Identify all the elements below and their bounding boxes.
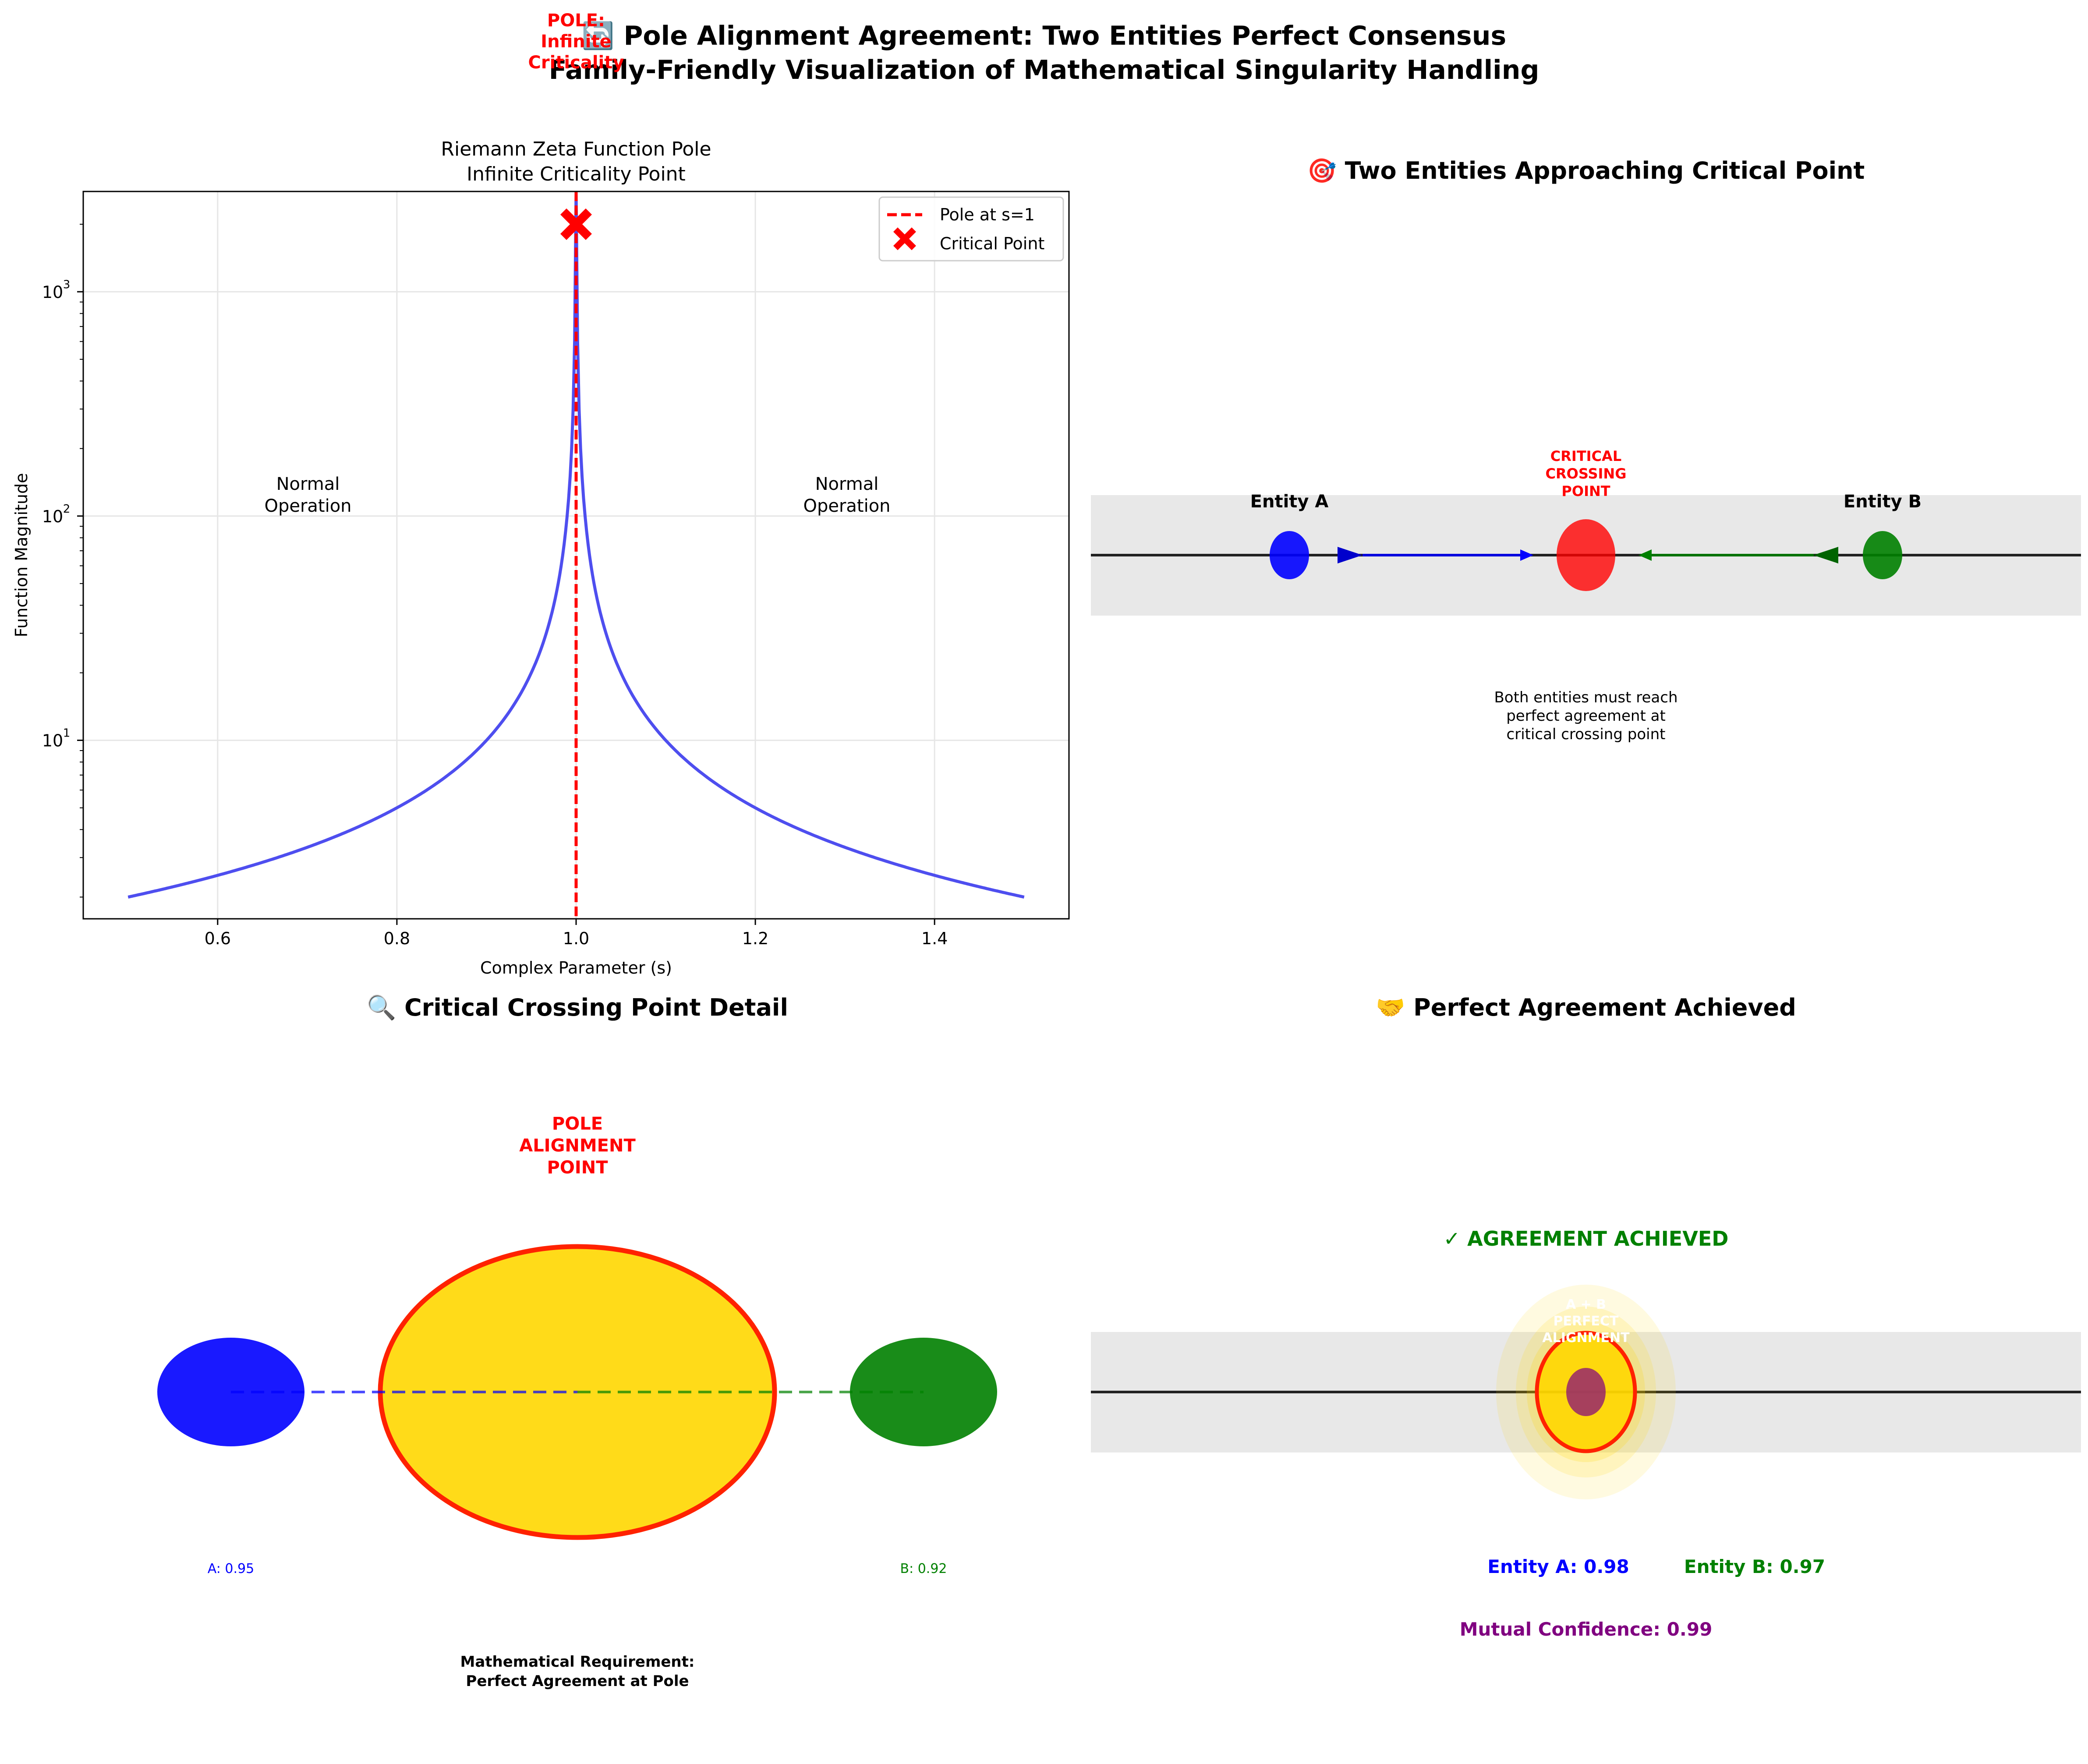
- critical-crossing-label-line1: CRITICAL: [1550, 448, 1621, 464]
- critical-crossing-label: CRITICAL CROSSING POINT: [1546, 448, 1627, 499]
- agreement-panel: 🤝 Perfect Agreement Achieved ✓ AGREEMENT…: [1091, 994, 2081, 1640]
- math-requirement-line1: Mathematical Requirement:: [460, 1653, 695, 1671]
- approach-note-line3: critical crossing point: [1507, 726, 1666, 743]
- approach-note: Both entities must reach perfect agreeme…: [1494, 689, 1677, 743]
- critical-point-marker: [560, 208, 592, 240]
- agreement-achieved-label: ✓ AGREEMENT ACHIEVED: [1444, 1227, 1729, 1250]
- detail-panel: 🔍 Critical Crossing Point Detail POLE AL…: [157, 992, 997, 1690]
- critical-crossing-label-line2: CROSSING: [1546, 465, 1627, 482]
- pole-label-line1: POLE:: [547, 11, 605, 31]
- pole-label-line3: Criticality: [528, 53, 624, 73]
- pole-alignment-label-line3: POINT: [547, 1158, 609, 1178]
- critical-crossing-label-line3: POINT: [1561, 483, 1610, 499]
- right-annotation-line2: Operation: [803, 496, 890, 516]
- entity-a-final-confidence: Entity A: 0.98: [1487, 1556, 1629, 1577]
- y-axis-label: Function Magnitude: [12, 473, 31, 637]
- legend-critical-label: Critical Point: [940, 234, 1044, 253]
- detail-b-confidence: B: 0.92: [900, 1561, 947, 1576]
- entity-b-label: Entity B: [1844, 492, 1922, 512]
- y-tick-exponent: 2: [63, 503, 71, 516]
- critical-crossing-marker: [1557, 519, 1615, 591]
- y-tick-label: 10: [42, 283, 63, 302]
- y-tick-label: 10: [42, 731, 63, 751]
- right-annotation: Normal Operation: [803, 474, 890, 516]
- approach-panel-title: 🎯 Two Entities Approaching Critical Poin…: [1307, 157, 1865, 184]
- approach-note-line1: Both entities must reach: [1494, 689, 1677, 706]
- merged-core: [1566, 1368, 1606, 1416]
- agreement-panel-title: 🤝 Perfect Agreement Achieved: [1376, 994, 1796, 1021]
- x-tick-label: 0.6: [205, 929, 231, 948]
- math-requirement-line2: Perfect Agreement at Pole: [466, 1672, 689, 1690]
- merged-label-line2: PERFECT: [1553, 1314, 1619, 1329]
- y-tick-label: 10: [42, 507, 63, 526]
- x-tick-label: 1.4: [921, 929, 948, 948]
- entity-a-label: Entity A: [1250, 492, 1329, 512]
- x-axis-label: Complex Parameter (s): [480, 958, 672, 978]
- pole-alignment-label: POLE ALIGNMENT POINT: [519, 1114, 636, 1178]
- merged-label-line1: A + B: [1566, 1297, 1606, 1312]
- x-tick-label: 1.2: [742, 929, 768, 948]
- approach-note-line2: perfect agreement at: [1506, 707, 1666, 725]
- legend-critical-swatch: [893, 227, 916, 250]
- figure-title: 🔄 Pole Alignment Agreement: Two Entities…: [549, 21, 1539, 85]
- entity-a-direction-arrow: [1338, 547, 1363, 563]
- y-tick-exponent: 3: [63, 278, 71, 291]
- detail-panel-title: 🔍 Critical Crossing Point Detail: [367, 992, 788, 1021]
- approach-panel: 🎯 Two Entities Approaching Critical Poin…: [1091, 157, 2081, 743]
- figure-title-line1: 🔄 Pole Alignment Agreement: Two Entities…: [582, 21, 1506, 51]
- x-tick-label: 0.8: [384, 929, 410, 948]
- pole-panel-title-line2: Infinite Criticality Point: [467, 163, 686, 185]
- pole-alignment-label-line2: ALIGNMENT: [519, 1136, 636, 1156]
- pole-label: POLE: Infinite Criticality: [528, 11, 624, 73]
- merged-label-line3: ALIGNMENT: [1542, 1330, 1630, 1346]
- entity-a-marker: [1270, 531, 1309, 579]
- entity-b-final-confidence: Entity B: 0.97: [1684, 1556, 1825, 1577]
- pole-label-line2: Infinite: [541, 32, 611, 52]
- entity-b-marker: [1863, 531, 1902, 579]
- entity-a-path-arrowhead: [1520, 549, 1533, 561]
- pole-panel-title-line1: Riemann Zeta Function Pole: [441, 138, 711, 160]
- x-tick-label: 1.0: [563, 929, 589, 948]
- figure-title-line2: Family-Friendly Visualization of Mathema…: [549, 55, 1539, 85]
- mutual-confidence: Mutual Confidence: 0.99: [1460, 1619, 1713, 1640]
- left-annotation-line1: Normal: [276, 474, 340, 494]
- merged-label: A + B PERFECT ALIGNMENT: [1542, 1297, 1630, 1346]
- right-annotation-line1: Normal: [815, 474, 879, 494]
- y-tick-exponent: 1: [63, 727, 71, 740]
- left-annotation: Normal Operation: [264, 474, 351, 516]
- pole-alignment-label-line1: POLE: [552, 1114, 603, 1134]
- entity-b-direction-arrow: [1813, 547, 1838, 563]
- left-annotation-line2: Operation: [264, 496, 351, 516]
- x-axis-ticks: 0.6 0.8 1.0 1.2 1.4: [205, 919, 948, 948]
- math-requirement: Mathematical Requirement: Perfect Agreem…: [460, 1653, 695, 1690]
- entity-b-path-arrowhead: [1639, 549, 1652, 561]
- chart-legend: Pole at s=1 Critical Point: [878, 196, 1064, 262]
- legend-box: [878, 196, 1064, 262]
- legend-pole-label: Pole at s=1: [940, 205, 1035, 224]
- detail-a-confidence: A: 0.95: [208, 1561, 254, 1576]
- pole-panel: Riemann Zeta Function Pole Infinite Crit…: [12, 11, 1070, 978]
